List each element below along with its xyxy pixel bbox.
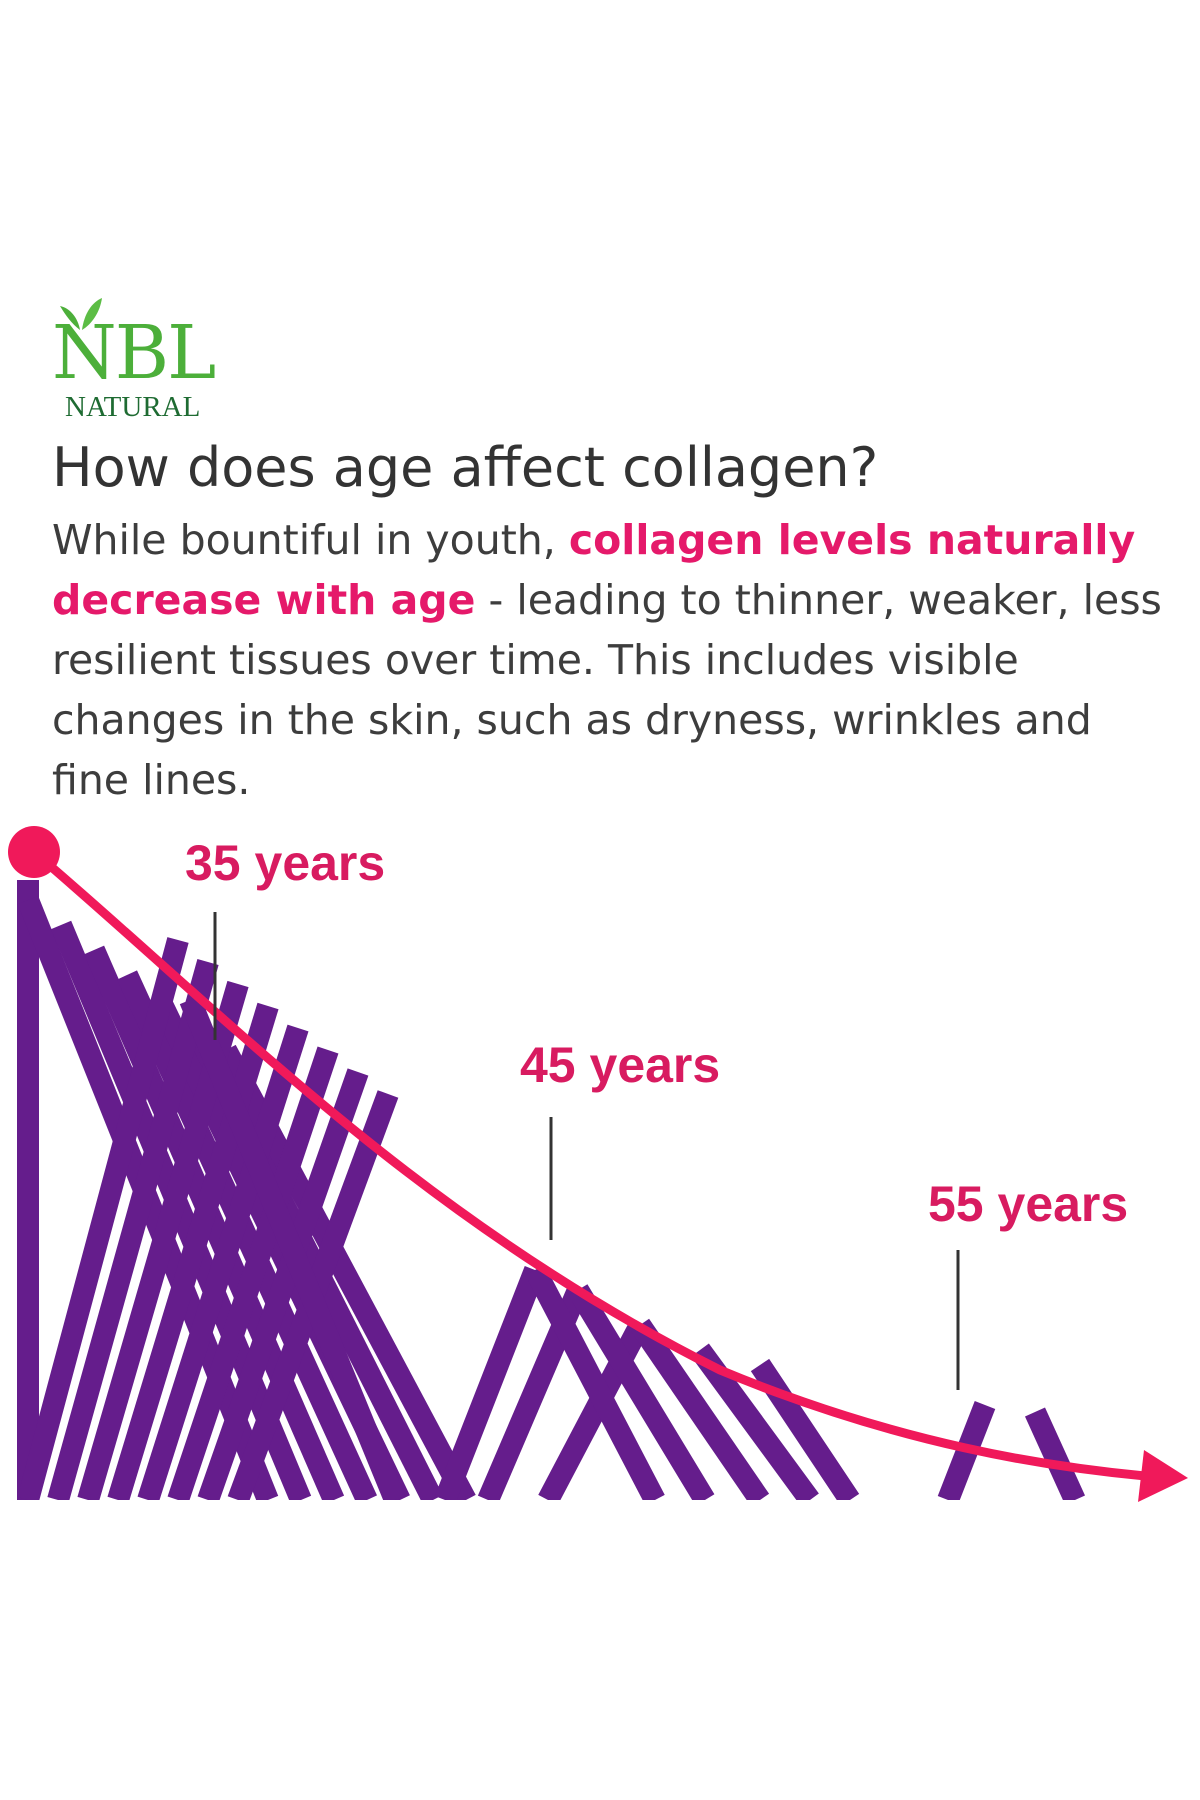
description-paragraph: While bountiful in youth, collagen level… [52,510,1162,810]
fiber-band [691,1343,819,1500]
fiber-band [179,995,406,1500]
age-label-35: 35 years [185,835,385,891]
description-highlight: collagen levels naturally decrease with … [52,516,1136,624]
fiber-band [630,1318,770,1500]
decline-curve [29,847,1150,1481]
age-label-45: 45 years [520,1037,720,1093]
brand-logo: NBL NATURAL [52,296,216,424]
fiber-band [47,959,219,1500]
page-title: How does age affect collagen? [52,436,879,499]
collagen-decline-diagram: 35 years 45 years 55 years [8,826,1188,1502]
fiber-band [568,1284,715,1500]
age-label-55: 55 years [928,1176,1128,1232]
fiber-band [197,1068,369,1500]
fiber-band [116,970,378,1500]
curve-arrowhead [1138,1450,1188,1502]
curve-start-dot [8,826,60,878]
fiber-band [107,1002,279,1500]
description-intro: While bountiful in youth, [52,516,569,564]
fiber-band [1024,1407,1086,1500]
leaf-icon [60,298,102,330]
fiber-band [525,1264,665,1500]
fiber-band [434,1265,546,1500]
collagen-fibers [17,880,1086,1500]
description-rest: - leading to thinner, weaker, less resil… [52,576,1162,804]
fiber-band [137,1024,309,1500]
fiber-band [167,1046,339,1500]
brand-name: NBL [52,310,216,396]
fiber-band [17,937,189,1500]
brand-tagline: NATURAL [65,391,201,423]
fiber-band [83,945,345,1500]
